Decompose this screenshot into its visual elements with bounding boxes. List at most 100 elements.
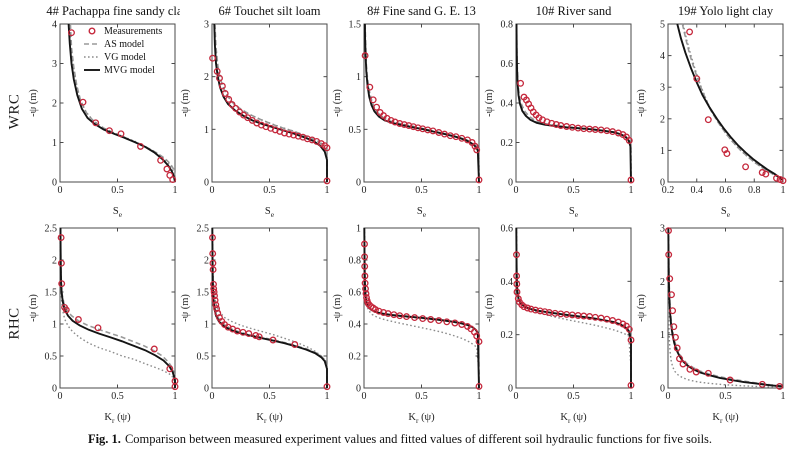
measurement-points: [361, 240, 483, 390]
y-axis-label: -ψ (m): [636, 294, 647, 322]
measurement-point-icon: [213, 305, 221, 313]
x-tick-label: 0.5: [263, 185, 276, 196]
measurement-point-icon: [475, 382, 483, 390]
measurement-point-icon: [513, 280, 521, 288]
measurement-point-icon: [285, 130, 293, 138]
measurement-point-icon: [627, 176, 635, 184]
row-label-rhc: RHC: [6, 306, 23, 340]
measurement-point-icon: [366, 83, 374, 91]
y-tick-label: 3: [52, 59, 57, 70]
measurement-point-icon: [361, 240, 368, 248]
measurement-point-icon: [627, 336, 635, 344]
measurement-point-icon: [419, 315, 427, 323]
y-tick-label: 0.2: [501, 330, 514, 341]
measurement-point-icon: [209, 234, 216, 242]
measurement-point-icon: [520, 303, 528, 311]
mvg-model-line: [515, 23, 632, 183]
measurement-point-icon: [387, 116, 395, 124]
x-axis-label: Se: [417, 206, 427, 219]
y-axis-label: -ψ (m): [332, 294, 343, 322]
measurement-point-icon: [758, 380, 766, 388]
x-tick-label: 1: [781, 391, 786, 402]
measurement-point-icon: [105, 127, 113, 135]
measurement-point-icon: [773, 174, 780, 182]
measurement-point-icon: [373, 103, 381, 111]
measurement-point-icon: [411, 314, 419, 322]
measurement-point-icon: [475, 338, 483, 346]
y-tick-label: 1.5: [197, 288, 210, 299]
measurement-point-icon: [779, 177, 787, 185]
measurement-point-icon: [79, 98, 87, 106]
as-model-line: [211, 227, 328, 388]
plot-box: [515, 23, 632, 183]
measurement-point-icon: [669, 307, 677, 315]
caption-text: Comparison between measured experiment v…: [124, 432, 713, 446]
measurement-point-icon: [726, 376, 734, 384]
y-tick-label: 0.4: [501, 277, 514, 288]
y-axis-label: -ψ (m): [484, 294, 495, 322]
measurement-point-icon: [361, 262, 369, 270]
x-tick-label: 0.6: [719, 185, 732, 196]
x-axis-label: Kr (ψ): [560, 412, 587, 425]
vg-model-line: [213, 23, 328, 182]
chart-title: 6# Touchet silt loam: [218, 4, 320, 18]
y-tick-label: 1.5: [349, 20, 362, 31]
as-model-line: [681, 23, 784, 182]
chart-wrc-touchet: 0 0.5 1 0 1 2 3 6# Touchet silt loam -ψ (m) Se: [180, 2, 332, 220]
x-tick-label: 0: [514, 185, 519, 196]
y-tick-label: 0.5: [45, 352, 58, 363]
measurement-point-icon: [209, 259, 217, 267]
y-tick-label: 4: [52, 20, 57, 31]
measurement-point-icon: [323, 144, 331, 152]
rhc-row: RHC 0 0.5 1 0 0.5 1 1.5 2 2.5 -ψ (m) Kr (ψ) 0 0.5 1 0…: [2, 220, 798, 426]
chart-rhc-river-sand: 0 0.5 1 0 0.2 0.4 0.6 -ψ (m) Kr (ψ): [484, 220, 636, 426]
measurement-point-icon: [212, 301, 220, 309]
plot-box: [363, 23, 480, 183]
y-axis-label: -ψ (m): [636, 89, 647, 117]
measurement-point-icon: [210, 285, 218, 293]
measurement-point-icon: [57, 259, 65, 267]
vg-model-line: [682, 23, 784, 182]
chart-title: 4# Pachappa fine sandy clay: [46, 4, 180, 18]
measurement-point-icon: [541, 308, 549, 316]
measurement-point-icon: [252, 332, 260, 339]
measurement-point-icon: [627, 381, 635, 389]
measurement-point-icon: [693, 75, 701, 83]
measurement-point-icon: [166, 365, 174, 373]
as-model-line: [59, 227, 176, 388]
vg-model-line: [364, 23, 480, 182]
measurement-point-icon: [209, 250, 217, 258]
measurement-points: [361, 52, 483, 184]
measurement-point-icon: [473, 332, 481, 340]
measurement-point-icon: [362, 290, 370, 298]
row-label-wrc: WRC: [6, 93, 23, 129]
plot-box: [211, 227, 328, 389]
x-tick-label: 1: [325, 185, 330, 196]
measurement-point-icon: [361, 272, 369, 280]
chart-svg: 0 0.5 1 0 0.2 0.4 0.6 -ψ (m) Kr (ψ): [484, 224, 635, 425]
series-group: [213, 23, 328, 182]
measurement-point-icon: [676, 355, 683, 363]
y-tick-label: 0: [52, 384, 57, 395]
x-tick-label: 0.5: [415, 185, 428, 196]
y-tick-label: 2: [52, 99, 57, 110]
y-tick-label: 0: [508, 384, 513, 395]
chart-wrc-fine-sand: 0 0.5 1 0 0.5 1 1.5 8# Fine sand G. E. 13 -ψ (m)…: [332, 2, 484, 220]
measurement-point-icon: [171, 383, 179, 391]
measurement-point-icon: [291, 341, 299, 348]
y-tick-label: 1: [52, 138, 57, 149]
legend-label: AS model: [104, 39, 145, 50]
measurement-point-icon: [625, 137, 633, 144]
chart-rhc-touchet: 0 0.5 1 0 0.5 1 1.5 2 2.5 -ψ (m) Kr (ψ): [180, 220, 332, 426]
mvg-model-line: [363, 227, 480, 389]
measurement-point-icon: [668, 291, 675, 299]
measurement-point-icon: [723, 150, 731, 158]
measurement-point-icon: [68, 29, 75, 37]
x-axis-label: Kr (ψ): [256, 412, 283, 425]
measurement-point-icon: [625, 325, 633, 333]
as-model-line: [364, 23, 480, 182]
chart-rhc-fine-sand: 0 0.5 1 0 0.2 0.4 0.6 0.8 1 -ψ (m) Kr (ψ): [332, 220, 484, 426]
mvg-model-line: [676, 23, 784, 182]
x-tick-label: 0.4: [691, 185, 704, 196]
legend-label: MVG model: [104, 65, 155, 76]
